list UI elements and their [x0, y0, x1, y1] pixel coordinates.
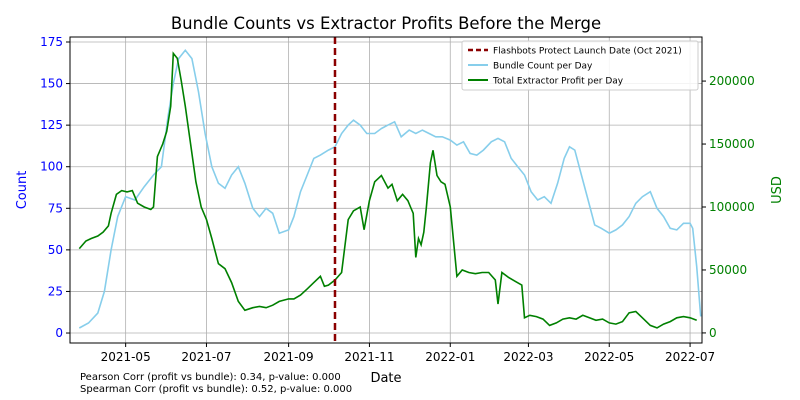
legend-label-profit: Total Extractor Profit per Day	[492, 77, 624, 87]
y-left-tick-label: 175	[40, 35, 63, 49]
y-right-tick-label: 0	[709, 326, 717, 340]
y-right-tick-label: 100000	[709, 200, 755, 214]
x-tick-label: 2022-05	[584, 350, 634, 364]
series-layer	[78, 37, 702, 343]
y-left-tick-label: 125	[40, 118, 63, 132]
chart-title: Bundle Counts vs Extractor Profits Befor…	[171, 14, 601, 33]
x-axis-ticks: 2021-05 2021-07 2021-09 2021-11 2022-01 2022-…	[101, 343, 715, 364]
y-left-tick-label: 75	[48, 201, 63, 215]
legend-label-bundle: Bundle Count per Day	[493, 62, 593, 72]
y-left-axis-label: Count	[15, 171, 30, 210]
y-right-axis-ticks: 0 50000 100000 150000 200000	[702, 74, 755, 340]
y-right-tick-label: 200000	[709, 74, 755, 88]
y-left-tick-label: 100	[40, 160, 63, 174]
y-left-tick-label: 50	[48, 243, 63, 257]
legend-label-vline: Flashbots Protect Launch Date (Oct 2021)	[493, 47, 682, 57]
extractor-profit-line	[78, 51, 697, 329]
pearson-correlation-note: Pearson Corr (profit vs bundle): 0.34, p…	[80, 372, 341, 383]
x-tick-label: 2022-01	[425, 350, 475, 364]
y-left-tick-label: 25	[48, 284, 63, 298]
legend-box	[461, 40, 699, 91]
x-tick-label: 2021-07	[181, 350, 231, 364]
y-right-axis-label: USD	[770, 176, 785, 204]
x-tick-label: 2021-09	[264, 350, 314, 364]
plot-frame	[69, 36, 703, 344]
x-tick-label: 2021-05	[101, 350, 151, 364]
y-left-tick-label: 150	[40, 77, 63, 91]
y-left-axis-ticks: 0 25 50 75 100 125 150 175	[40, 35, 70, 340]
x-tick-label: 2022-03	[503, 350, 553, 364]
y-right-tick-label: 150000	[709, 137, 755, 151]
x-tick-label: 2021-11	[344, 350, 394, 364]
y-left-tick-label: 0	[55, 326, 63, 340]
y-right-tick-label: 50000	[709, 263, 747, 277]
spearman-correlation-note: Spearman Corr (profit vs bundle): 0.52, …	[80, 384, 353, 395]
bundle-count-line	[78, 49, 702, 329]
legend: Flashbots Protect Launch Date (Oct 2021)…	[461, 40, 699, 91]
x-axis-label: Date	[370, 371, 401, 386]
x-tick-label: 2022-07	[665, 350, 715, 364]
